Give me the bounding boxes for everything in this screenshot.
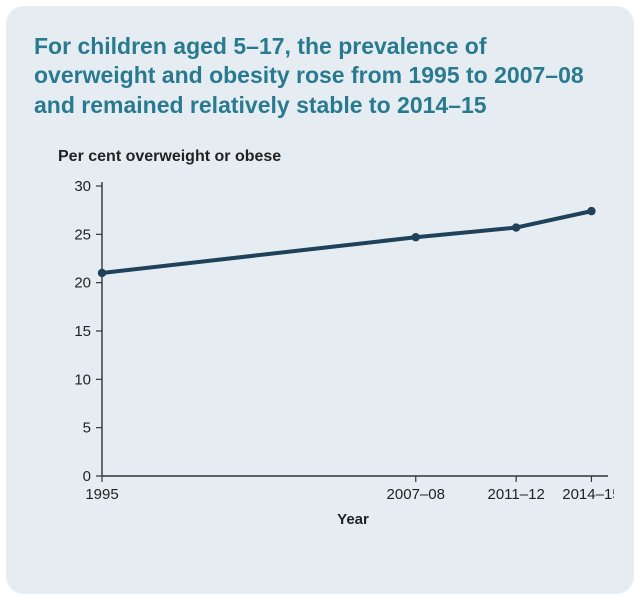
svg-text:1995: 1995 [85, 486, 118, 503]
svg-text:2007–08: 2007–08 [387, 486, 445, 503]
svg-text:5: 5 [83, 420, 91, 437]
svg-text:30: 30 [74, 178, 91, 195]
chart-card: For children aged 5–17, the prevalence o… [6, 6, 634, 594]
svg-text:2011–12: 2011–12 [488, 486, 545, 503]
svg-text:20: 20 [74, 275, 91, 292]
chart-area: Per cent overweight or obese 0 5 10 15 20 25 3… [54, 148, 598, 536]
svg-text:0: 0 [83, 468, 91, 485]
line-chart: 0 5 10 15 20 25 30 1995 2007–08 2011–12 2014–15 Yea… [54, 176, 614, 536]
y-axis-title: Per cent overweight or obese [58, 148, 598, 166]
svg-text:2014–15: 2014–15 [562, 486, 614, 503]
svg-text:25: 25 [74, 227, 91, 244]
chart-title: For children aged 5–17, the prevalence o… [34, 32, 606, 120]
svg-text:Year: Year [337, 511, 369, 528]
svg-text:10: 10 [74, 372, 91, 389]
svg-text:15: 15 [74, 323, 91, 340]
